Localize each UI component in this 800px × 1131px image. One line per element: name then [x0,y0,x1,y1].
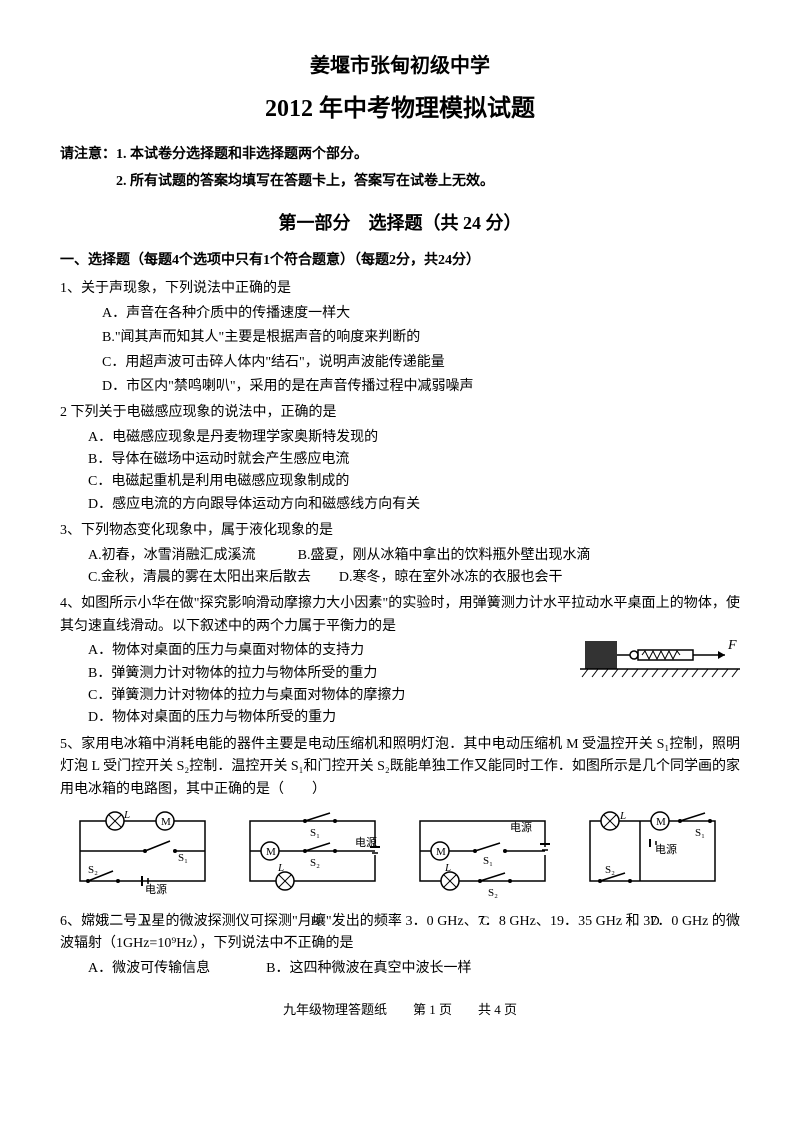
svg-text:S₂: S₂ [488,887,498,899]
page-footer: 九年级物理答题纸 第 1 页 共 4 页 [60,1000,740,1021]
question-1: 1、关于声现象，下列说法中正确的是 A．声音在各种介质中的传播速度一样大 B."… [60,278,740,398]
svg-text:电源: 电源 [655,842,677,856]
question-3: 3、下列物态变化现象中，属于液化现象的是 A.初春，冰雪消融汇成溪流 B.盛夏，… [60,520,740,589]
block-icon [585,641,617,669]
circuit-a-label: A [70,911,220,932]
svg-text:S₁: S₁ [695,827,705,839]
q4-stem: 4、如图所示小华在做"探究影响滑动摩擦力大小因素"的实验时，用弹簧测力计水平拉动… [60,593,740,638]
q6-option-a: A．微波可传输信息 [88,961,210,976]
q4-diagram: F [580,633,740,683]
circuit-b: S₁ 电源 M S₂ L B [240,811,390,901]
q6-options-ab: A．微波可传输信息 B．这四种微波在真空中波长一样 [60,958,740,980]
svg-text:L: L [277,862,284,874]
question-5: 5、家用电冰箱中消耗电能的器件主要是电动压缩机和照明灯泡．其中电动压缩机 M 受… [60,734,740,901]
svg-text:S₂: S₂ [605,864,615,876]
q2-option-d: D．感应电流的方向跟导体运动方向和磁感线方向有关 [60,494,740,516]
q1-option-d: D．市区内"禁鸣喇叭"，采用的是在声音传播过程中减弱噪声 [60,376,740,398]
q1-option-c: C．用超声波可击碎人体内"结石"，说明声波能传递能量 [60,352,740,374]
notice-line-2: 2. 所有试题的答案均填写在答题卡上，答案写在试卷上无效。 [60,171,740,193]
circuit-a: L M S₁ S₂ 电源 A [70,811,220,901]
q1-option-b: B."闻其声而知其人"主要是根据声音的响度来判断的 [60,327,740,349]
q2-stem: 2 下列关于电磁感应现象的说法中，正确的是 [60,402,740,424]
arrow-icon [718,651,725,659]
question-2: 2 下列关于电磁感应现象的说法中，正确的是 A．电磁感应现象是丹麦物理学家奥斯特… [60,402,740,516]
svg-text:M: M [161,816,171,828]
q2-option-b: B．导体在磁场中运动时就会产生感应电流 [60,449,740,471]
svg-text:S₁: S₁ [310,827,320,839]
exam-title: 2012 年中考物理模拟试题 [60,90,740,128]
q5-circuit-diagrams: L M S₁ S₂ 电源 A [60,811,740,901]
question-4: 4、如图所示小华在做"探究影响滑动摩擦力大小因素"的实验时，用弹簧测力计水平拉动… [60,593,740,729]
school-name: 姜堰市张甸初级中学 [60,50,740,82]
svg-text:S₂: S₂ [310,857,320,869]
svg-text:M: M [436,846,446,858]
svg-text:S₂: S₂ [88,864,98,876]
svg-text:S₁: S₁ [483,855,493,867]
svg-text:电源: 电源 [510,820,532,834]
q2-option-c: C．电磁起重机是利用电磁感应现象制成的 [60,471,740,493]
q4-option-c: C．弹簧测力计对物体的拉力与桌面对物体的摩擦力 [60,685,740,707]
q3-options-cd: C.金秋，清晨的雾在太阳出来后散去 D.寒冬，晾在室外冰冻的衣服也会干 [60,567,740,589]
q1-stem: 1、关于声现象，下列说法中正确的是 [60,278,740,300]
svg-text:电源: 电源 [145,882,167,896]
circuit-d-label: D [580,911,730,932]
q1-option-a: A．声音在各种介质中的传播速度一样大 [60,303,740,325]
svg-text:L: L [619,811,626,822]
q3-options-ab: A.初春，冰雪消融汇成溪流 B.盛夏，刚从冰箱中拿出的饮料瓶外壁出现水滴 [60,545,740,567]
part-title: 第一部分 选择题（共 24 分） [60,209,740,238]
svg-text:S₁: S₁ [178,852,188,864]
circuit-c: 电源 M S₁ L S₂ C [410,811,560,901]
notice-line-1: 请注意：1. 本试卷分选择题和非选择题两个部分。 [60,144,740,166]
q6-option-b: B．这四种微波在真空中波长一样 [266,961,471,976]
circuit-c-label: C [410,911,560,932]
q5-stem: 5、家用电冰箱中消耗电能的器件主要是电动压缩机和照明灯泡．其中电动压缩机 M 受… [60,734,740,801]
circuit-b-label: B [240,911,390,932]
svg-text:L: L [444,862,451,874]
section-title: 一、选择题（每题4个选项中只有1个符合题意）（每题2分，共24分） [60,250,740,272]
q4-option-d: D．物体对桌面的压力与物体所受的重力 [60,707,740,729]
svg-text:M: M [656,816,666,828]
force-label: F [727,638,737,653]
q2-option-a: A．电磁感应现象是丹麦物理学家奥斯特发现的 [60,427,740,449]
q3-stem: 3、下列物态变化现象中，属于液化现象的是 [60,520,740,542]
circuit-d: L M S₁ 电源 S₂ D [580,811,730,901]
svg-text:L: L [123,811,130,821]
svg-text:M: M [266,846,276,858]
